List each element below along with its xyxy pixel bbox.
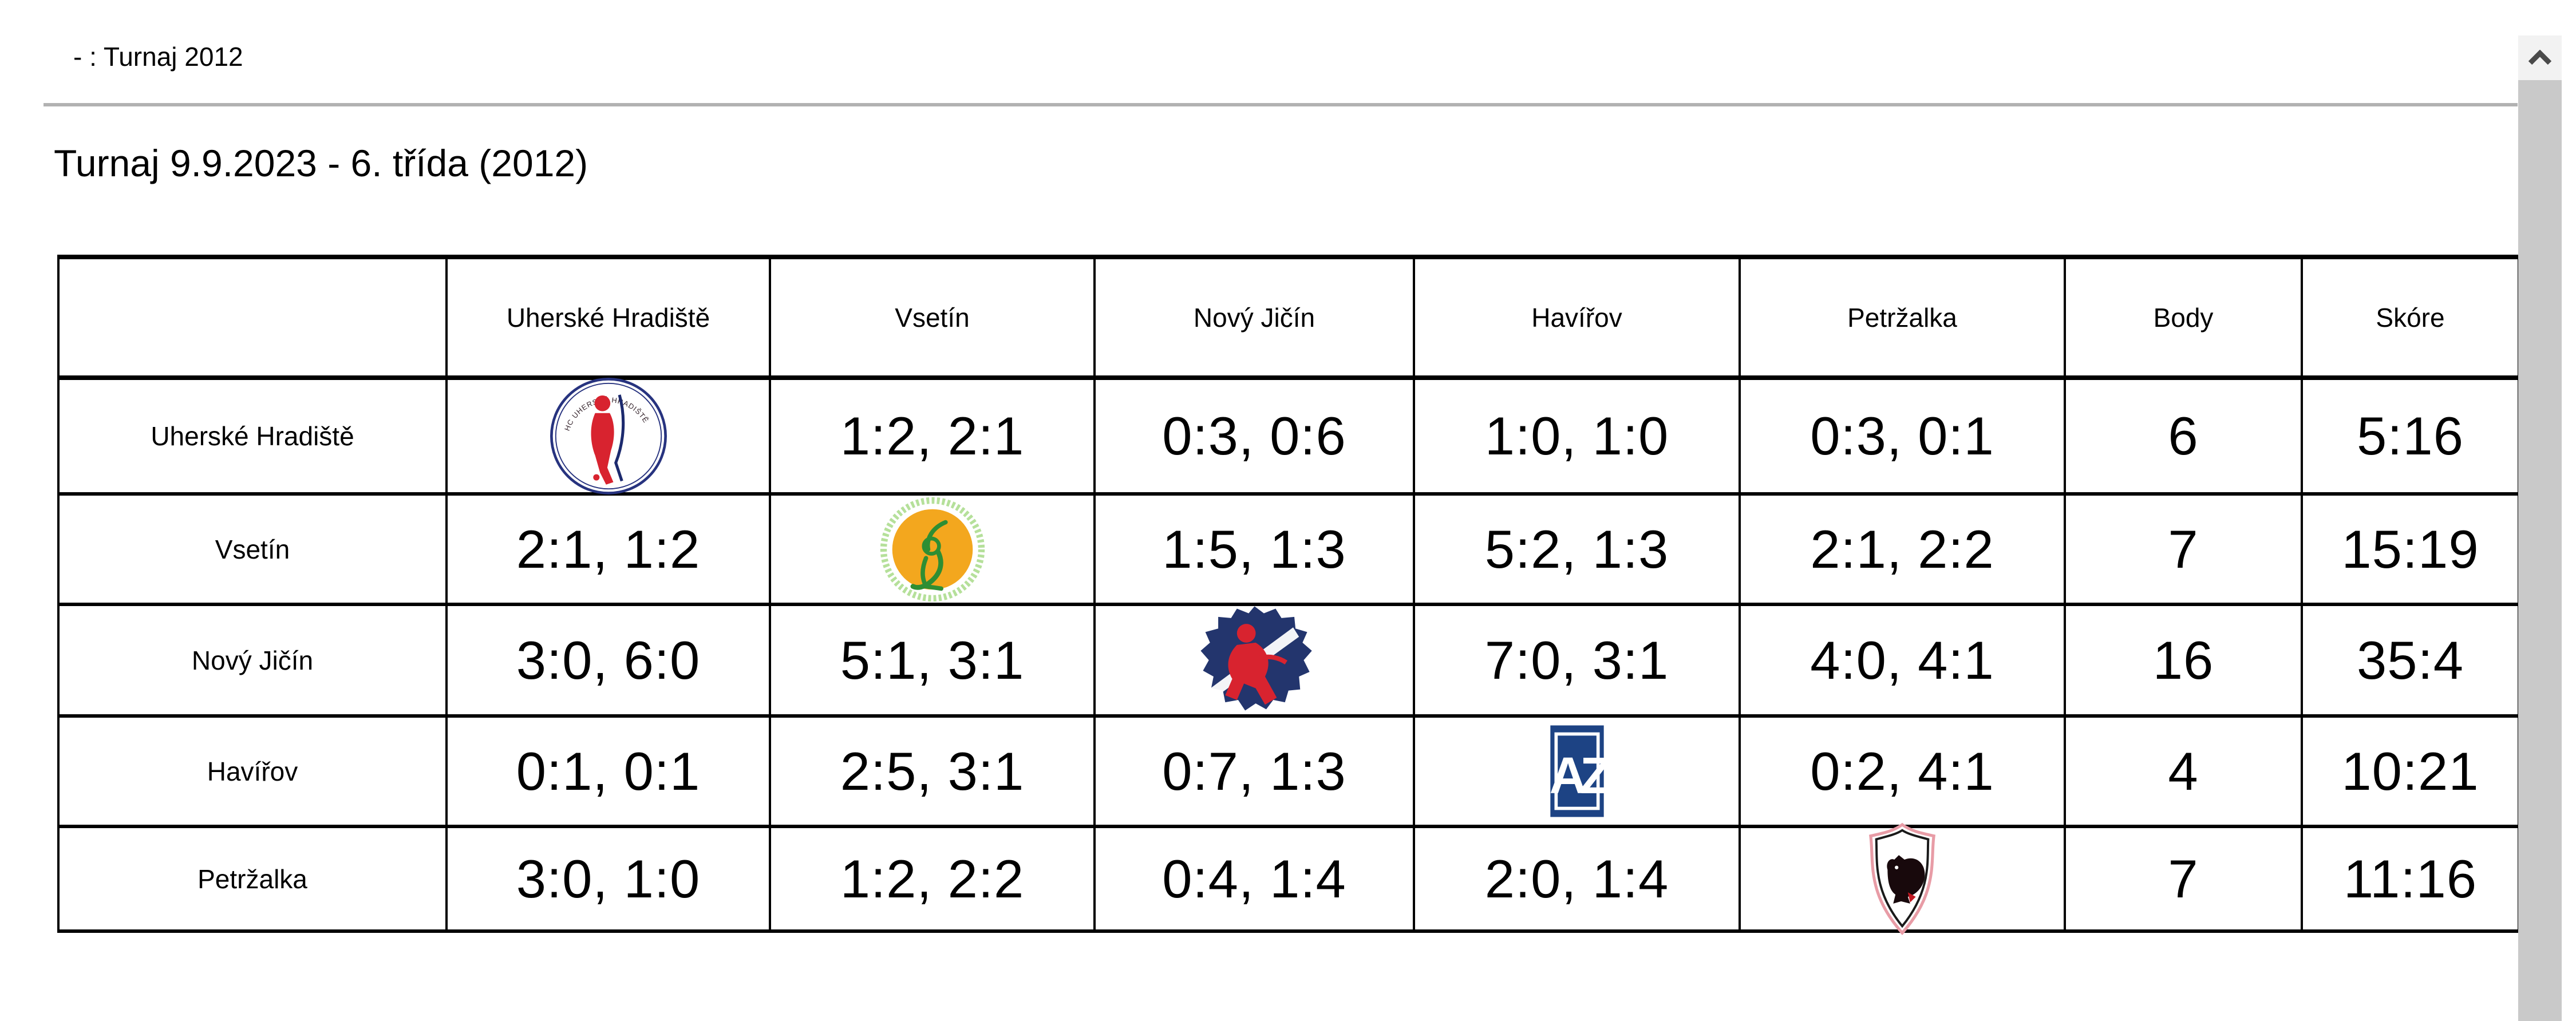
vertical-scrollbar[interactable] xyxy=(2518,0,2562,1021)
result-cell: 1:0, 1:0 xyxy=(1413,376,1741,496)
header-row: Uherské Hradiště Vsetín Nový Jičín Havíř… xyxy=(57,255,2520,380)
column-header-novy-jicin: Nový Jičín xyxy=(1093,255,1415,380)
team-cell: Havířov xyxy=(57,714,448,828)
result-cell: 5:2, 1:3 xyxy=(1413,492,1741,606)
result-cell: 3:0, 6:0 xyxy=(445,603,771,718)
skore-cell: 11:16 xyxy=(2301,825,2520,933)
skore-cell: 10:21 xyxy=(2301,714,2520,828)
petrzalka-panther-logo xyxy=(1868,822,1936,935)
logo-cell xyxy=(1093,603,1415,718)
result-cell: 2:5, 3:1 xyxy=(769,714,1096,828)
table-row-vsetin: Vsetín 2:1, 1:2 1:5, 1:3 5:2, 1:3 2:1, 2… xyxy=(57,492,2520,606)
results-cross-table: Uherské Hradiště Vsetín Nový Jičín Havíř… xyxy=(57,255,2520,935)
skore-cell: 15:19 xyxy=(2301,492,2520,606)
result-cell: 1:2, 2:2 xyxy=(769,825,1096,933)
table-row-uherske-hradiste: Uherské Hradiště HC UHERSKÉ HRADIŠTĚ 1:2… xyxy=(57,376,2520,496)
scrollbar-thumb[interactable] xyxy=(2518,80,2562,1021)
column-header-skore: Skóre xyxy=(2301,255,2520,380)
table-row-havirov: Havířov 0:1, 0:1 2:5, 3:1 0:7, 1:3 AZ 0:… xyxy=(57,714,2520,828)
result-cell: 2:1, 2:2 xyxy=(1739,492,2066,606)
result-cell: 2:1, 1:2 xyxy=(445,492,771,606)
result-cell: 0:7, 1:3 xyxy=(1093,714,1415,828)
title-separator xyxy=(44,103,2518,106)
vhk-vsetin-logo xyxy=(880,497,985,601)
result-cell: 0:3, 0:1 xyxy=(1739,376,2066,496)
tournament-heading: Turnaj 9.9.2023 - 6. třída (2012) xyxy=(54,142,588,184)
result-cell: 7:0, 3:1 xyxy=(1413,603,1741,718)
result-cell: 0:3, 0:6 xyxy=(1093,376,1415,496)
team-cell: Vsetín xyxy=(57,492,448,606)
hc-uherske-hradiste-logo: HC UHERSKÉ HRADIŠTĚ xyxy=(550,378,667,494)
logo-cell: HC UHERSKÉ HRADIŠTĚ xyxy=(445,376,771,496)
column-header-havirov: Havířov xyxy=(1413,255,1741,380)
logo-cell: AZ xyxy=(1413,714,1741,828)
skore-cell: 35:4 xyxy=(2301,603,2520,718)
result-cell: 0:4, 1:4 xyxy=(1093,825,1415,933)
table-row-petrzalka: Petržalka 3:0, 1:0 1:2, 2:2 0:4, 1:4 2:0… xyxy=(57,822,2520,935)
table-row-novy-jicin: Nový Jičín 3:0, 6:0 5:1, 3:1 7:0, 3:1 4:… xyxy=(57,603,2520,718)
hk-novy-jicin-logo xyxy=(1200,606,1312,711)
team-cell: Uherské Hradiště xyxy=(57,376,448,496)
logo-cell xyxy=(1739,822,2066,935)
result-cell: 4:0, 4:1 xyxy=(1739,603,2066,718)
result-cell: 0:2, 4:1 xyxy=(1739,714,2066,828)
result-cell: 0:1, 0:1 xyxy=(445,714,771,828)
body-cell: 16 xyxy=(2064,603,2303,718)
team-cell: Nový Jičín xyxy=(57,603,448,718)
result-cell: 3:0, 1:0 xyxy=(445,825,771,933)
column-header-vsetin: Vsetín xyxy=(769,255,1096,380)
skore-cell: 5:16 xyxy=(2301,376,2520,496)
body-cell: 7 xyxy=(2064,825,2303,933)
logo-cell xyxy=(769,492,1096,606)
chevron-up-icon xyxy=(2528,50,2552,65)
body-cell: 7 xyxy=(2064,492,2303,606)
body-cell: 4 xyxy=(2064,714,2303,828)
result-cell: 1:2, 2:1 xyxy=(769,376,1096,496)
az-havirov-logo: AZ xyxy=(1549,725,1606,817)
svg-text:AZ: AZ xyxy=(1549,747,1605,805)
result-cell: 5:1, 3:1 xyxy=(769,603,1096,718)
page-title: - : Turnaj 2012 xyxy=(73,42,243,72)
corner-cell xyxy=(57,255,448,380)
result-cell: 1:5, 1:3 xyxy=(1093,492,1415,606)
column-header-uherske-hradiste: Uherské Hradiště xyxy=(445,255,771,380)
result-cell: 2:0, 1:4 xyxy=(1413,825,1741,933)
column-header-petrzalka: Petržalka xyxy=(1739,255,2066,380)
body-cell: 6 xyxy=(2064,376,2303,496)
scroll-up-button[interactable] xyxy=(2518,35,2562,80)
column-header-body: Body xyxy=(2064,255,2303,380)
team-cell: Petržalka xyxy=(57,825,448,933)
